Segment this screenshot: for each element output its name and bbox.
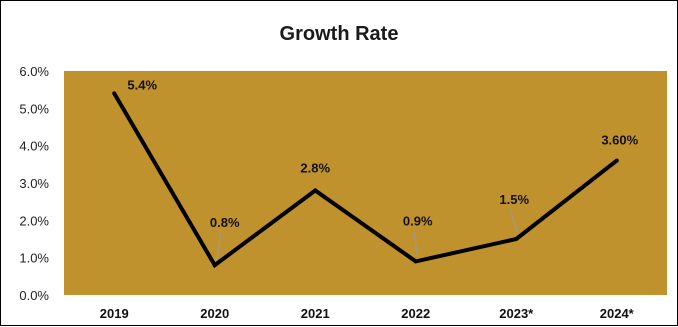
data-point: [212, 263, 217, 268]
data-point: [514, 237, 519, 241]
y-tick-label: 0.0%: [19, 288, 49, 303]
data-label: 1.5%: [499, 192, 529, 207]
y-tick-label: 1.0%: [19, 251, 49, 266]
x-tick-label: 2020: [200, 306, 229, 321]
y-axis: 0.0% 1.0% 2.0% 3.0% 4.0% 5.0% 6.0%: [19, 64, 49, 303]
x-tick-label: 2019: [100, 306, 129, 321]
label-leader-line: [509, 209, 519, 236]
plot-area: [64, 71, 667, 295]
x-tick-label: 2022: [401, 306, 430, 321]
data-label: 0.8%: [210, 215, 240, 230]
label-leader-line: [216, 233, 222, 262]
chart-title: Growth Rate: [279, 23, 399, 45]
data-points: [112, 91, 619, 268]
y-tick-label: 2.0%: [19, 213, 49, 228]
data-point: [112, 91, 117, 96]
data-labels: 5.4% 0.8% 2.8% 0.9% 1.5% 3.60%: [127, 77, 638, 230]
x-tick-label: 2023*: [499, 306, 534, 321]
x-axis: 2019 2020 2021 2022 2023* 2024*: [100, 306, 635, 321]
data-label: 0.9%: [403, 213, 433, 228]
y-tick-label: 5.0%: [19, 101, 49, 116]
y-tick-label: 3.0%: [19, 176, 49, 191]
series-line: [112, 92, 618, 269]
label-leader-line: [413, 231, 419, 258]
data-point: [413, 259, 418, 264]
x-tick-label: 2021: [301, 306, 330, 321]
x-tick-label: 2024*: [600, 306, 635, 321]
label-leaders: [216, 209, 519, 262]
data-label: 5.4%: [127, 77, 157, 92]
y-tick-label: 6.0%: [19, 64, 49, 79]
data-label: 2.8%: [300, 160, 330, 175]
data-label: 3.60%: [601, 133, 638, 148]
data-point: [313, 188, 318, 193]
y-tick-label: 4.0%: [19, 139, 49, 154]
data-point: [614, 158, 619, 163]
